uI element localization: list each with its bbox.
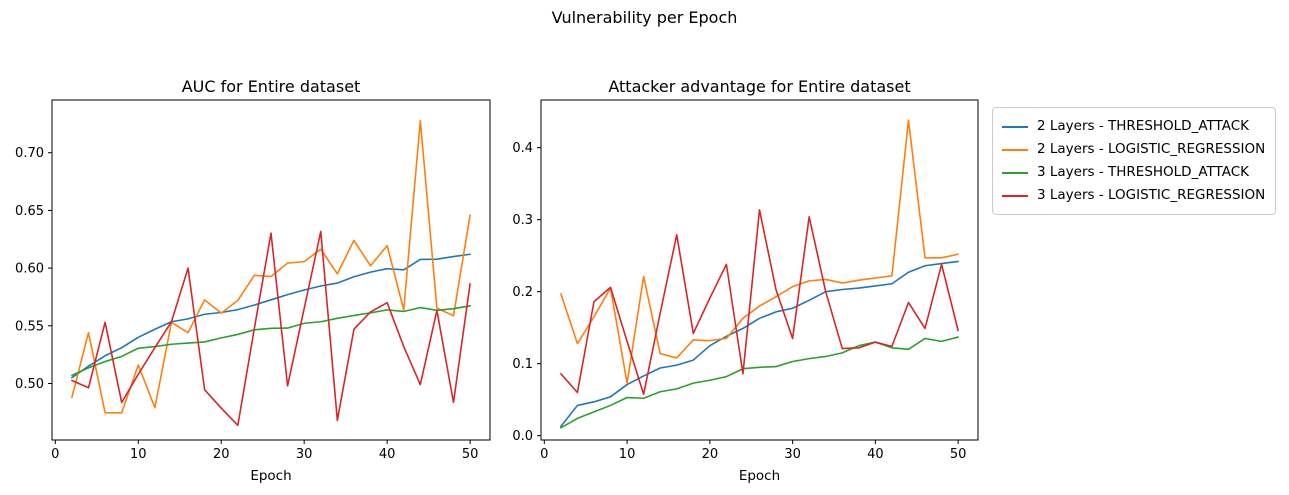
- y-tick-label: 0.4: [512, 141, 533, 156]
- legend-label: 2 Layers - LOGISTIC_REGRESSION: [1037, 141, 1266, 157]
- legend-label: 2 Layers - THRESHOLD_ATTACK: [1037, 118, 1249, 134]
- y-tick-label: 0.55: [15, 319, 44, 334]
- x-tick-label: 10: [619, 447, 636, 462]
- legend-item: 3 Layers - LOGISTIC_REGRESSION: [1002, 184, 1265, 207]
- series-line-red: [560, 209, 959, 396]
- legend-line-swatch-orange: [1002, 148, 1028, 151]
- chart-title-auc: AUC for Entire dataset: [181, 77, 361, 96]
- x-tick-label: 30: [784, 447, 801, 462]
- series-line-green: [71, 305, 471, 377]
- series-line-green: [560, 336, 959, 429]
- y-tick-label: 0.60: [15, 262, 44, 277]
- x-tick-label: 40: [379, 447, 396, 462]
- x-tick-label: 0: [540, 447, 548, 462]
- axes-frame: [540, 99, 979, 441]
- legend-item: 2 Layers - THRESHOLD_ATTACK: [1002, 115, 1265, 138]
- x-tick-label: 20: [702, 447, 719, 462]
- y-tick-label: 0.2: [512, 285, 533, 300]
- series-line-blue: [560, 260, 959, 428]
- legend-box: 2 Layers - THRESHOLD_ATTACK 2 Layers - LO…: [992, 107, 1277, 215]
- y-tick-label: 0.70: [15, 146, 44, 161]
- y-tick-label: 0.3: [512, 213, 533, 228]
- chart-title-advantage: Attacker advantage for Entire dataset: [608, 77, 911, 96]
- legend-line-swatch-red: [1002, 194, 1028, 197]
- series-line-orange: [71, 119, 471, 414]
- xaxis-label-auc: Epoch: [250, 468, 292, 484]
- x-tick-label: 50: [950, 447, 967, 462]
- legend-line-swatch-green: [1002, 171, 1028, 174]
- figure-suptitle: Vulnerability per Epoch: [551, 8, 738, 27]
- y-tick-label: 0.65: [15, 204, 44, 219]
- xaxis-label-advantage: Epoch: [738, 468, 781, 484]
- axes-frame: [51, 99, 491, 441]
- x-tick-label: 30: [296, 447, 313, 462]
- x-tick-label: 0: [51, 447, 59, 462]
- x-tick-label: 20: [213, 447, 230, 462]
- x-tick-label: 10: [130, 447, 147, 462]
- series-line-red: [71, 230, 471, 427]
- series-line-orange: [560, 119, 959, 384]
- legend-line-swatch-blue: [1002, 125, 1028, 128]
- legend-label: 3 Layers - LOGISTIC_REGRESSION: [1037, 187, 1266, 203]
- legend-item: 3 Layers - THRESHOLD_ATTACK: [1002, 161, 1265, 184]
- y-tick-label: 0.50: [15, 377, 44, 392]
- y-tick-label: 0.1: [512, 357, 533, 372]
- legend-item: 2 Layers - LOGISTIC_REGRESSION: [1002, 138, 1265, 161]
- y-tick-label: 0.0: [512, 429, 533, 444]
- series-line-blue: [71, 253, 471, 379]
- x-tick-label: 50: [462, 447, 479, 462]
- x-tick-label: 40: [867, 447, 884, 462]
- legend-label: 3 Layers - THRESHOLD_ATTACK: [1037, 164, 1249, 180]
